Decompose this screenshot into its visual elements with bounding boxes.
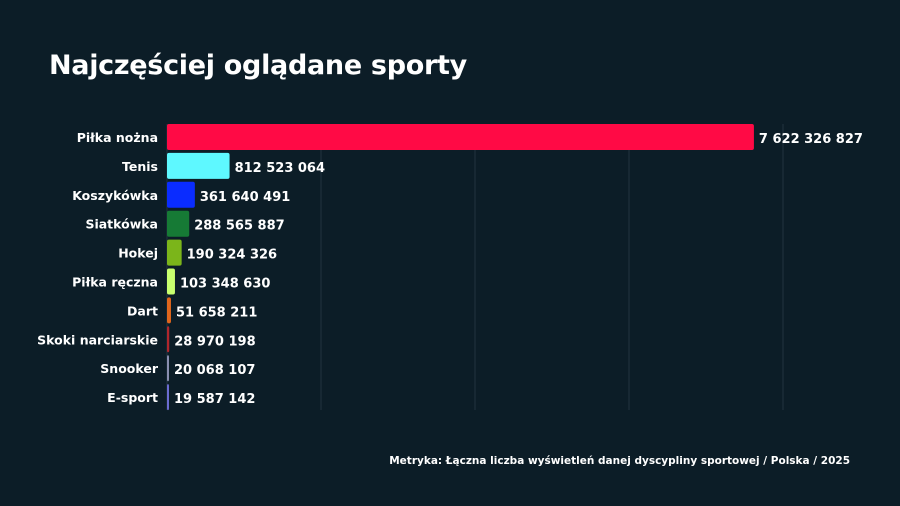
- bar: [167, 152, 230, 179]
- value-label: 7 622 326 827: [759, 132, 863, 147]
- value-label: 28 970 198: [174, 334, 255, 349]
- bar: [167, 210, 190, 237]
- category-label: Siatkówka: [85, 217, 158, 232]
- category-label: Hokej: [118, 246, 158, 261]
- category-label: E-sport: [107, 390, 158, 405]
- value-label: 51 658 211: [176, 305, 257, 320]
- bar: [167, 124, 754, 150]
- bar: [167, 268, 175, 295]
- value-label: 190 324 326: [187, 248, 277, 263]
- value-label: 19 587 142: [174, 392, 255, 407]
- value-label: 288 565 887: [194, 219, 284, 234]
- value-label: 812 523 064: [235, 161, 325, 176]
- category-label: Koszykówka: [72, 188, 158, 203]
- category-label: Piłka ręczna: [72, 275, 158, 290]
- category-label: Piłka nożna: [77, 130, 158, 145]
- value-label: 20 068 107: [174, 363, 255, 378]
- chart-title: Najczęściej oglądane sporty: [49, 50, 467, 81]
- bar: [167, 239, 182, 266]
- value-label: 361 640 491: [200, 190, 290, 205]
- category-label: Dart: [127, 303, 158, 318]
- bar: [167, 384, 169, 411]
- bar: [167, 181, 195, 208]
- category-label: Tenis: [122, 159, 158, 174]
- bar: [167, 297, 171, 324]
- category-label: Skoki narciarskie: [37, 332, 158, 347]
- category-label: Snooker: [100, 361, 159, 376]
- bar: [167, 326, 170, 353]
- value-label: 103 348 630: [180, 277, 270, 292]
- footnote: Metryka: Łączna liczba wyświetleń danej …: [389, 455, 850, 467]
- bar: [167, 355, 169, 382]
